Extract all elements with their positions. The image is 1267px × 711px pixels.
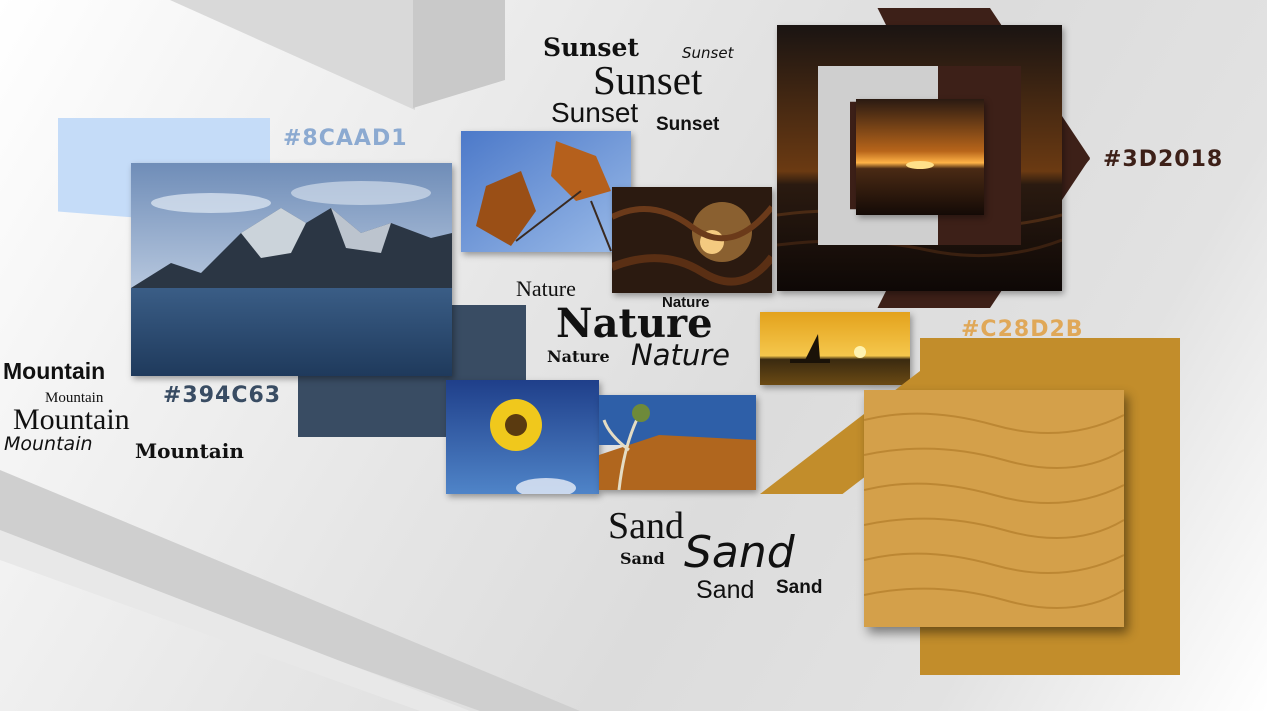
word-sand-1: Sand xyxy=(608,505,684,547)
word-sunset-2: Sunset xyxy=(682,44,734,62)
hex-label-gold: #C28D2B xyxy=(961,317,1084,342)
hex-label-light-blue: #8CAAD1 xyxy=(283,126,408,151)
word-nature-2: Nature xyxy=(662,294,710,311)
sunlit-foliage-photo xyxy=(612,187,772,293)
word-mountain-5: Mountain xyxy=(135,439,244,463)
word-sunset-5: Sunset xyxy=(656,114,720,135)
word-nature-1: Nature xyxy=(516,276,576,301)
hex-label-navy: #394C63 xyxy=(163,383,282,408)
sunflower-photo xyxy=(446,380,599,494)
word-sand-2: Sand xyxy=(620,549,665,568)
word-sunset-4: Sunset xyxy=(551,97,639,128)
word-sand-4: Sand xyxy=(696,576,755,604)
word-sand-3: Sand xyxy=(684,527,795,578)
mountain-lake-photo xyxy=(131,163,452,376)
desert-tree-photo xyxy=(599,395,756,490)
word-mountain-4: Mountain xyxy=(4,433,93,455)
word-nature-4: Nature xyxy=(547,347,610,366)
word-mountain-3: Mountain xyxy=(13,403,130,436)
sand-dunes-texture xyxy=(864,390,1124,627)
word-mountain-2: Mountain xyxy=(45,390,104,406)
river-boat-sunset-photo xyxy=(760,312,910,385)
word-sand-5: Sand xyxy=(776,577,823,598)
word-sunset-3: Sunset xyxy=(593,57,703,103)
word-nature-5: Nature xyxy=(631,338,730,372)
word-sunset-1: Sunset xyxy=(543,33,639,62)
ocean-sunset-inset-photo xyxy=(856,99,984,215)
autumn-leaves-photo xyxy=(461,131,631,252)
word-nature-3: Nature xyxy=(556,300,713,347)
hex-label-brown: #3D2018 xyxy=(1103,147,1224,172)
word-mountain-1: Mountain xyxy=(3,358,106,384)
